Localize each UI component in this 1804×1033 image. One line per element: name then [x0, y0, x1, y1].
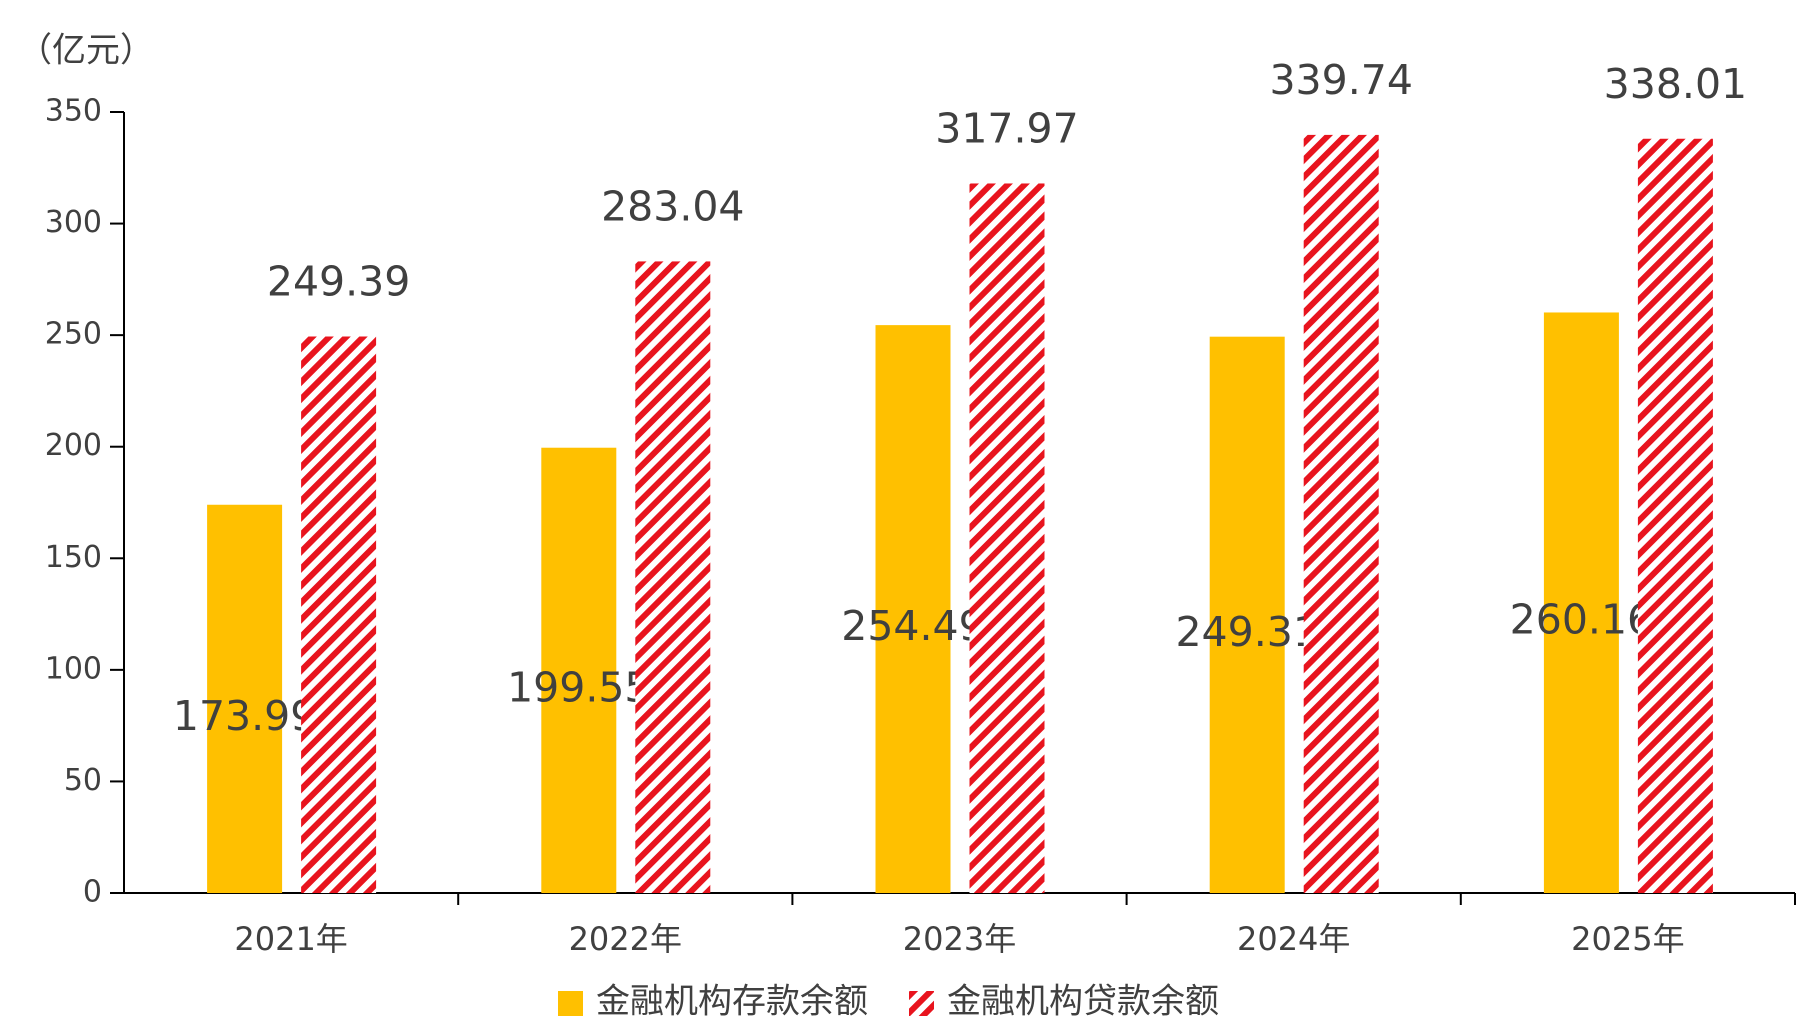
bar: [1209, 336, 1285, 893]
x-tick-label: 2023年: [903, 920, 1016, 958]
x-tick-label: 2025年: [1571, 920, 1684, 958]
bar: [1303, 134, 1379, 893]
bar: [301, 336, 377, 893]
value-label: 254.49: [841, 602, 984, 650]
bar: [969, 183, 1045, 893]
y-tick-label: 100: [45, 651, 102, 686]
y-tick-label: 250: [45, 317, 102, 352]
value-label: 249.31: [1175, 608, 1318, 656]
value-label: 338.01: [1604, 60, 1747, 108]
legend-swatch: [909, 991, 934, 1016]
bar: [1543, 312, 1619, 893]
x-tick-label: 2022年: [569, 920, 682, 958]
y-tick-label: 200: [45, 428, 102, 463]
y-tick-label: 350: [45, 94, 102, 129]
value-label: 339.74: [1269, 56, 1412, 104]
y-unit-label: （亿元）: [18, 31, 154, 71]
value-label: 317.97: [935, 104, 1078, 152]
bar: [635, 261, 711, 893]
value-label: 283.04: [601, 182, 744, 230]
y-tick-label: 300: [45, 205, 102, 240]
bar: [1637, 138, 1713, 893]
y-tick-label: 150: [45, 540, 102, 575]
legend-swatch: [558, 991, 583, 1016]
bar: [875, 325, 951, 893]
x-tick-label: 2021年: [234, 920, 347, 958]
legend-label: 金融机构存款余额: [596, 982, 868, 1022]
x-tick-label: 2024年: [1237, 920, 1350, 958]
value-label: 249.39: [267, 258, 410, 306]
y-tick-label: 0: [83, 875, 102, 910]
value-label: 260.16: [1510, 596, 1653, 644]
y-tick-label: 50: [64, 763, 102, 798]
bar: [541, 447, 617, 893]
value-label: 199.55: [507, 663, 650, 711]
legend-label: 金融机构贷款余额: [947, 982, 1219, 1022]
bar: [207, 504, 283, 893]
value-label: 173.99: [173, 692, 316, 740]
